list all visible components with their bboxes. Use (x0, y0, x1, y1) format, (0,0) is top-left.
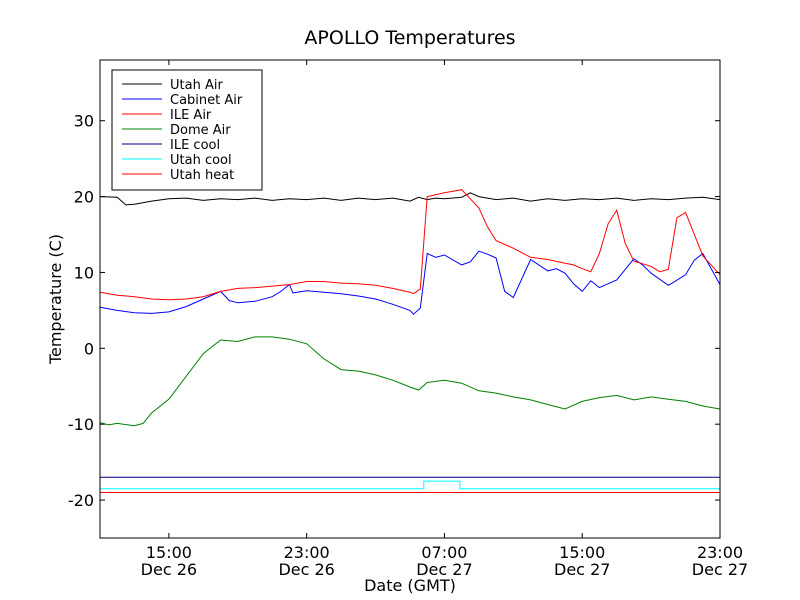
y-axis-title: Temperature (C) (46, 234, 65, 365)
series-line-utah-air (100, 192, 720, 206)
legend-label: Dome Air (170, 123, 231, 138)
plot-frame (99, 59, 721, 539)
chart-title: APOLLO Temperatures (304, 27, 515, 49)
legend-label: Cabinet Air (170, 93, 243, 108)
x-tick-label-date: Dec 26 (141, 560, 197, 579)
y-tick-label: 0 (84, 339, 94, 358)
x-tick-label-time: 23:00 (284, 543, 330, 562)
legend-box (111, 69, 263, 191)
x-axis-title: Date (GMT) (364, 576, 456, 595)
series-line-utah-cool (100, 480, 720, 490)
y-tick-label: -20 (68, 491, 94, 510)
x-tick-label-time: 15:00 (559, 543, 605, 562)
legend-label: Utah heat (170, 168, 234, 183)
series-line-cabinet-air (100, 250, 720, 315)
x-tick-label-date: Dec 27 (692, 560, 748, 579)
x-tick-label-date: Dec 27 (416, 560, 472, 579)
x-tick-label-time: 15:00 (146, 543, 192, 562)
y-tick-label: 10 (74, 263, 94, 282)
series-line-dome-air (100, 336, 720, 427)
legend-label: Utah cool (170, 153, 232, 168)
series-line-ile-air (100, 189, 720, 301)
y-tick-label: -10 (68, 415, 94, 434)
x-tick-label-time: 23:00 (697, 543, 743, 562)
legend-label: ILE cool (170, 138, 220, 153)
x-tick-label-date: Dec 26 (278, 560, 334, 579)
legend-label: Utah Air (170, 78, 223, 93)
legend-label: ILE Air (170, 108, 212, 123)
x-tick-label-time: 07:00 (421, 543, 467, 562)
y-tick-label: 20 (74, 188, 94, 207)
y-tick-label: 30 (74, 112, 94, 131)
x-tick-label-date: Dec 27 (554, 560, 610, 579)
series-layer (100, 189, 720, 493)
